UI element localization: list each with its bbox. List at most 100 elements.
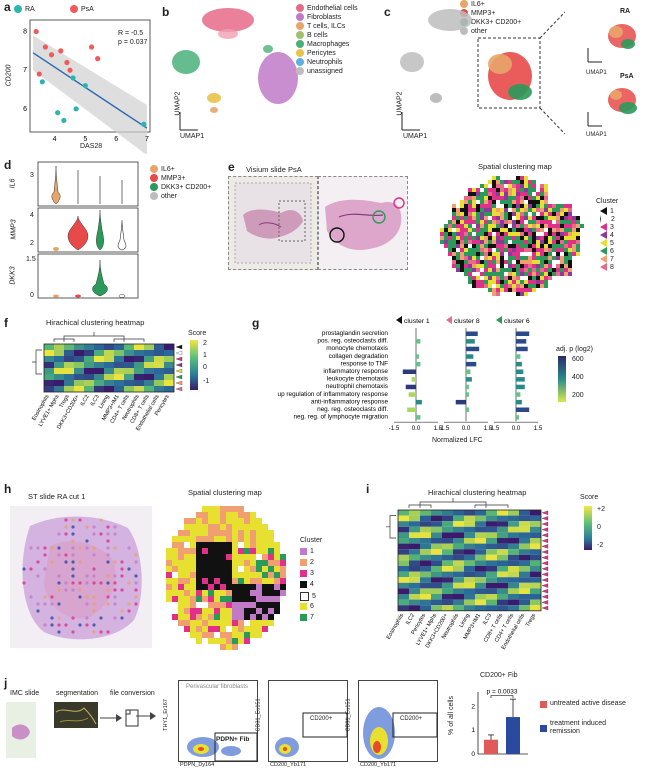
heatmap-cell [154, 380, 164, 386]
panel-h-title: ST slide RA cut 1 [28, 492, 86, 501]
cluster-header: cluster 8 [454, 318, 480, 325]
heatmap-cell [54, 380, 64, 386]
data-point [67, 67, 73, 73]
heatmap-cell [54, 344, 64, 350]
panel-i-label: i [366, 482, 370, 496]
heatmap-cell [74, 350, 84, 356]
heatmap-cell [453, 560, 464, 566]
heatmap-cell [530, 521, 541, 527]
legend-label: MMP3+ [471, 9, 496, 17]
heatmap-cell [134, 374, 144, 380]
lfc-bar [466, 377, 472, 382]
inset-ra-umap [587, 24, 636, 63]
heatmap-cell [530, 532, 541, 538]
heatmap-cell [84, 386, 94, 392]
heatmap-cell [475, 571, 486, 578]
heatmap-cell [453, 538, 464, 544]
legend-swatch-icon [600, 223, 607, 231]
cbF-tick: 2 [203, 340, 207, 347]
heatmap-cell [144, 350, 154, 356]
data-point [33, 28, 39, 35]
heatmap-cell [508, 532, 519, 538]
legend-swatch-icon [600, 263, 607, 271]
row-dendrogram [32, 349, 42, 375]
cluster-header: cluster 1 [404, 318, 430, 325]
legend-swatch-icon [150, 192, 158, 200]
heatmap-cell [154, 356, 164, 362]
row-cluster-marker [541, 549, 549, 555]
lfc-bar [466, 384, 469, 390]
panel-c-axis1: UMAP1 [403, 133, 428, 140]
x-tick-label: -1.5 [439, 425, 450, 432]
lfc-bar [466, 361, 477, 367]
heatmap-cell [508, 526, 519, 533]
legend-label: treatment induced remission [550, 720, 607, 735]
heatmap-cell [431, 560, 442, 566]
heatmap-cell [519, 554, 530, 561]
heatmap-cell [409, 599, 420, 606]
legend-label: 3 [610, 223, 614, 231]
legend-swatch-icon [296, 13, 304, 21]
heatmap-cell [508, 577, 519, 583]
heatmap-cell [409, 549, 420, 555]
heatmap-cell [519, 538, 530, 544]
heatmap-cell [409, 571, 420, 578]
cbF-tick: 1 [203, 352, 207, 359]
inset-psa-axis1: UMAP1 [586, 132, 607, 138]
panel-a-scatter: 4 5 6 7 6 7 8 [23, 19, 151, 154]
heatmap-cell [442, 554, 453, 561]
heatmap-cell [508, 594, 519, 600]
gate2-gate-label: CD200+ [310, 716, 333, 722]
heatmap-cell [64, 350, 74, 356]
lfc-bar [405, 384, 416, 390]
row-cluster-marker [541, 583, 549, 588]
heatmap-cell [84, 344, 94, 350]
heatmap-cell [475, 538, 486, 544]
legend-label: PsA [81, 5, 94, 13]
heatmap-cell [497, 566, 508, 572]
heatmap-cell [94, 344, 104, 350]
heatmap-cell [497, 526, 508, 533]
legend-swatch-icon [296, 40, 304, 48]
data-point [141, 121, 147, 127]
data-point [39, 79, 45, 85]
legend-label: other [471, 27, 487, 35]
heatmap-cell [464, 560, 475, 566]
heatmap-cell [134, 380, 144, 386]
row-cluster-marker [541, 577, 549, 583]
heatmap-cell [144, 368, 154, 374]
heatmap-cell [497, 510, 508, 516]
heatmap-cell [530, 594, 541, 600]
heatmap-cell [519, 599, 530, 606]
go-term-label: neutrophil chemotaxis [326, 383, 388, 390]
heatmap-cell [94, 386, 104, 392]
lfc-bar [466, 339, 475, 344]
gate1-gate-label: PDPN+ Fib [216, 736, 250, 743]
heatmap-cell [453, 515, 464, 522]
heatmap-cell [420, 582, 431, 589]
x-tick-label: 7 [145, 136, 149, 143]
heatmap-cell [431, 577, 442, 583]
heatmap-cell [104, 380, 114, 386]
d-ytick: 4 [30, 212, 34, 219]
heatmap-cell [486, 577, 497, 583]
gene-mmp3: MMP3 [10, 219, 18, 240]
heatmap-cell [475, 594, 486, 600]
legend-item: 7 [600, 255, 614, 263]
heatmap-cell [475, 560, 486, 566]
cbG-tick: 600 [572, 356, 584, 363]
heatmap-cell [431, 566, 442, 572]
lfc-bar [516, 407, 530, 412]
heatmap-cell [398, 538, 409, 544]
go-term-label: neg. reg. of lymphocyte migration [294, 414, 389, 421]
heatmap-cell [464, 571, 475, 578]
heatmap-cell [442, 582, 453, 589]
panel-g-legend-title: adj. p (log2) [556, 346, 593, 353]
step-file-conversion: file conversion [110, 690, 155, 697]
heatmap-cell [124, 374, 134, 380]
heatmap-cell [420, 549, 431, 555]
row-cluster-marker [541, 538, 549, 544]
heatmap-cell [398, 526, 409, 533]
legend-label: 2 [310, 559, 314, 566]
heatmap-cell [530, 515, 541, 522]
